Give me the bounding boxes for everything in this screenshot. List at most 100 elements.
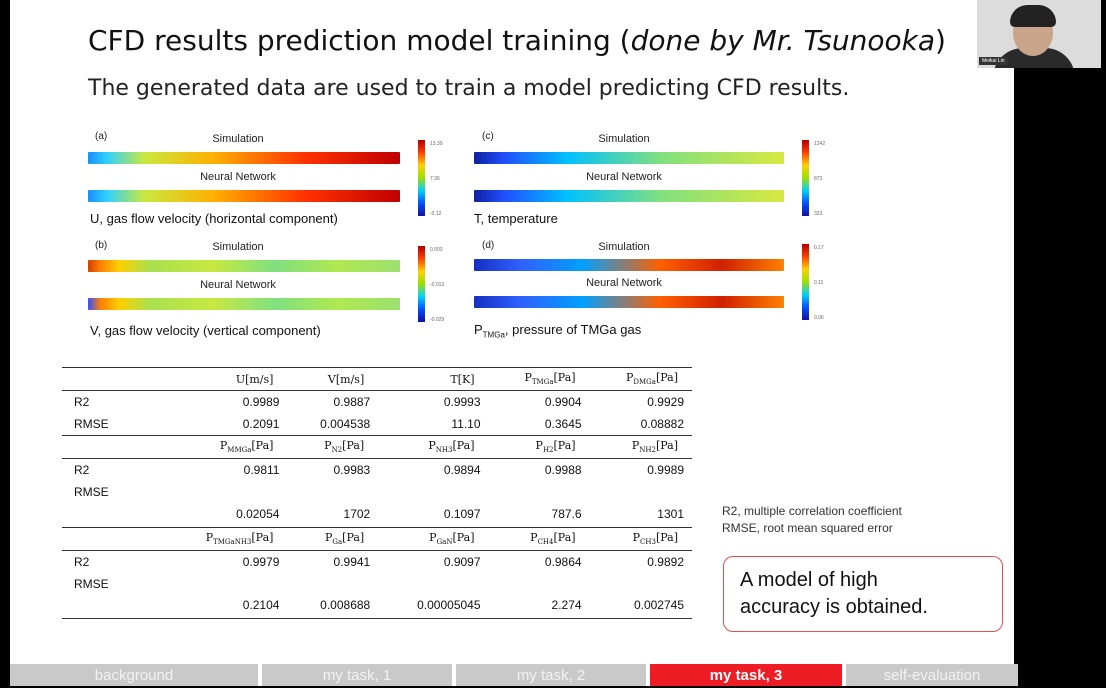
panel-caption: U, gas flow velocity (horizontal compone…	[90, 211, 338, 226]
colorbar-tick: 0.003	[430, 247, 443, 253]
colorbar-tick: 323	[814, 211, 823, 217]
colorbar-tick: 873	[814, 176, 823, 182]
panel-tag: (b)	[95, 240, 108, 251]
table-cell: 1301	[589, 481, 692, 528]
callout-line: accuracy is obtained.	[740, 596, 928, 618]
table-cell: 0.9993	[378, 390, 489, 413]
column-header: PGa[Pa]	[325, 530, 365, 547]
simulation-label: Simulation	[212, 133, 264, 145]
panel-tag: (d)	[482, 240, 495, 251]
row-label: R2	[62, 390, 162, 413]
neural-network-field-plot	[88, 190, 400, 202]
colorbar	[418, 140, 425, 216]
neural-network-field-plot	[88, 298, 400, 310]
colorbar-tick: -0.12	[430, 211, 442, 217]
nav-tab-background[interactable]: background	[10, 664, 258, 686]
webcam-video-thumbnail[interactable]: Meikai Lin	[977, 0, 1101, 68]
row-label: RMSE	[62, 481, 162, 528]
column-header: PNH3[Pa]	[428, 439, 475, 455]
colorbar-tick: 13.39	[430, 141, 443, 147]
simulation-label: Simulation	[212, 241, 264, 253]
column-header: PNH2[Pa]	[631, 439, 678, 455]
table-cell: 0.02054	[162, 481, 288, 528]
table-header-row: PTMGaNH3[Pa] PGa[Pa] PGaN[Pa] PCH4[Pa] P…	[62, 527, 692, 550]
table-cell: 0.00005045	[378, 572, 489, 619]
nav-tab-my-task-1[interactable]: my task, 1	[262, 664, 452, 686]
table-row: R2 0.9979 0.9941 0.9097 0.9864 0.9892	[62, 549, 692, 573]
colorbar-tick: 0.06	[814, 315, 824, 321]
column-header: PGaN[Pa]	[429, 530, 475, 547]
abbreviation-notes: R2, multiple correlation coefficient RMS…	[722, 503, 902, 537]
person-hair	[1010, 5, 1056, 27]
simulation-field-plot	[88, 260, 400, 272]
slide-title: CFD results prediction model training (d…	[88, 24, 946, 57]
colorbar-tick: 0.11	[814, 280, 824, 286]
panel-tag: (c)	[482, 131, 494, 142]
table-cell: 0.004538	[287, 413, 379, 436]
table-cell: 0.9864	[488, 549, 590, 573]
table-cell: 0.9989	[162, 390, 288, 413]
neural-network-label: Neural Network	[586, 277, 662, 289]
table-cell: 0.9894	[378, 458, 489, 481]
conclusion-callout: A model of high accuracy is obtained.	[723, 556, 1003, 632]
simulation-field-plot	[88, 152, 400, 164]
table-cell: 0.9988	[488, 458, 590, 481]
note-line: R2, multiple correlation coefficient	[722, 504, 902, 518]
column-header: PH2[Pa]	[535, 439, 576, 455]
neural-network-field-plot	[474, 296, 784, 308]
column-header: PDMGa[Pa]	[589, 367, 692, 391]
neural-network-field-plot	[474, 190, 784, 202]
note-line: RMSE, root mean squared error	[722, 521, 893, 535]
row-label: RMSE	[62, 572, 162, 619]
table-cell: 0.9989	[589, 458, 692, 481]
colorbar-tick: -0.013	[430, 282, 445, 288]
table-cell: 0.1097	[378, 481, 489, 528]
column-header: PN2[Pa]	[324, 439, 365, 455]
table-cell: 0.2091	[162, 413, 288, 436]
panel-caption: PTMGa, pressure of TMGa gas	[474, 322, 642, 340]
nav-tab-my-task-2[interactable]: my task, 2	[456, 664, 646, 686]
colorbar-tick: -0.029	[430, 317, 445, 323]
table-cell: 0.9983	[287, 458, 379, 481]
table-cell: 0.9979	[162, 549, 288, 573]
table-row: RMSE 0.2104 0.008688 0.00005045 2.274 0.…	[62, 572, 692, 619]
table-cell: 1702	[287, 481, 379, 528]
person-shoulders	[993, 48, 1075, 68]
table-cell: 0.008688	[287, 572, 379, 619]
section-navigation-bar: background my task, 1 my task, 2 my task…	[10, 664, 1018, 686]
nav-tab-my-task-3[interactable]: my task, 3	[650, 664, 842, 686]
table-cell: 0.9941	[287, 549, 379, 573]
presentation-slide: CFD results prediction model training (d…	[10, 0, 1014, 686]
slide-subtitle: The generated data are used to train a m…	[88, 76, 850, 101]
table-header-row: PMMGa[Pa] PN2[Pa] PNH3[Pa] PH2[Pa] PNH2[…	[62, 436, 692, 459]
table-row: R2 0.9989 0.9887 0.9993 0.9904 0.9929	[62, 390, 692, 413]
colorbar	[418, 246, 425, 322]
table-cell: 0.2104	[162, 572, 288, 619]
column-header: PMMGa[Pa]	[219, 439, 274, 455]
simulation-label: Simulation	[598, 241, 650, 253]
simulation-field-plot	[474, 259, 784, 271]
column-header: PTMGaNH3[Pa]	[205, 530, 274, 547]
table-cell: 0.9811	[162, 458, 288, 481]
panel-tag: (a)	[95, 131, 108, 142]
table-cell: 0.3645	[488, 413, 590, 436]
neural-network-label: Neural Network	[586, 171, 662, 183]
row-label: R2	[62, 549, 162, 573]
simulation-field-plot	[474, 152, 784, 164]
nav-tab-self-evaluation[interactable]: self-evaluation	[846, 664, 1018, 686]
table-cell: 0.9904	[488, 390, 590, 413]
table-cell: 0.9097	[378, 549, 489, 573]
colorbar	[802, 244, 809, 320]
panel-caption: V, gas flow velocity (vertical component…	[90, 323, 321, 338]
table-header-row: U[m/s] V[m/s] T[K] PTMGa[Pa] PDMGa[Pa]	[62, 367, 692, 391]
panel-caption: T, temperature	[474, 211, 558, 226]
participant-name-badge: Meikai Lin	[979, 57, 1008, 65]
table-cell: 787.6	[488, 481, 590, 528]
table-cell: 0.9892	[589, 549, 692, 573]
table-cell: 11.10	[378, 413, 489, 436]
column-header: U[m/s]	[162, 367, 288, 391]
table-row: RMSE 0.02054 1702 0.1097 787.6 1301	[62, 481, 692, 528]
colorbar-tick: 1242	[814, 141, 826, 147]
row-label: RMSE	[62, 413, 162, 436]
callout-line: A model of high	[740, 569, 878, 591]
